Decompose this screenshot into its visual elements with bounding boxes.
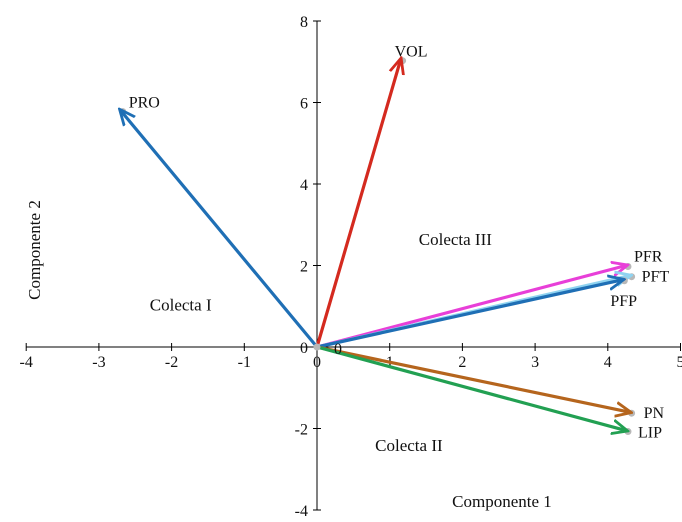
vector-lip — [317, 347, 626, 431]
vector-pn — [317, 347, 630, 412]
y-tick-label: -2 — [295, 422, 308, 439]
x-tick-label: 4 — [604, 354, 612, 371]
y-tick-label: 8 — [300, 14, 308, 31]
vector-label-vol: VOL — [395, 44, 428, 61]
annotation-label: Colecta III — [419, 230, 492, 249]
vectors-layer — [119, 57, 635, 435]
y-tick-label: -4 — [295, 503, 308, 517]
x-tick-label: 5 — [677, 354, 682, 371]
x-tick-label: 3 — [531, 354, 539, 371]
vector-label-pfp: PFP — [610, 293, 637, 310]
vector-label-pfr: PFR — [634, 249, 663, 266]
origin-point — [314, 344, 321, 351]
y-tick-label: 6 — [300, 96, 308, 113]
vector-label-pn: PN — [644, 405, 665, 422]
x-tick-label: -1 — [238, 354, 251, 371]
y-tick-label: 2 — [300, 259, 308, 276]
x-axis-title: Componente 1 — [452, 492, 552, 511]
vector-label-pro: PRO — [129, 95, 160, 112]
vector-label-pft: PFT — [642, 269, 670, 286]
x-tick-label: -2 — [165, 354, 178, 371]
x-tick-label: -4 — [20, 354, 33, 371]
origin-label: 0 — [334, 341, 342, 358]
annotation-label: Colecta I — [150, 295, 212, 314]
x-tick-label: 0 — [313, 354, 321, 371]
vector-label-lip: LIP — [638, 425, 662, 442]
labels-layer: PRO VOL PFR PFT PFP PN LIP Colecta I Colecta II C… — [129, 44, 670, 455]
vector-pfp — [317, 280, 622, 347]
y-tick-label: 4 — [300, 177, 308, 194]
x-tick-label: 2 — [458, 354, 466, 371]
y-tick-label: 0 — [300, 340, 308, 357]
y-axis-title: Componente 2 — [25, 200, 44, 300]
x-tick-label: -3 — [92, 354, 105, 371]
annotation-label: Colecta II — [375, 436, 443, 455]
vector-pfr — [317, 266, 626, 348]
vector-vol — [317, 60, 401, 347]
